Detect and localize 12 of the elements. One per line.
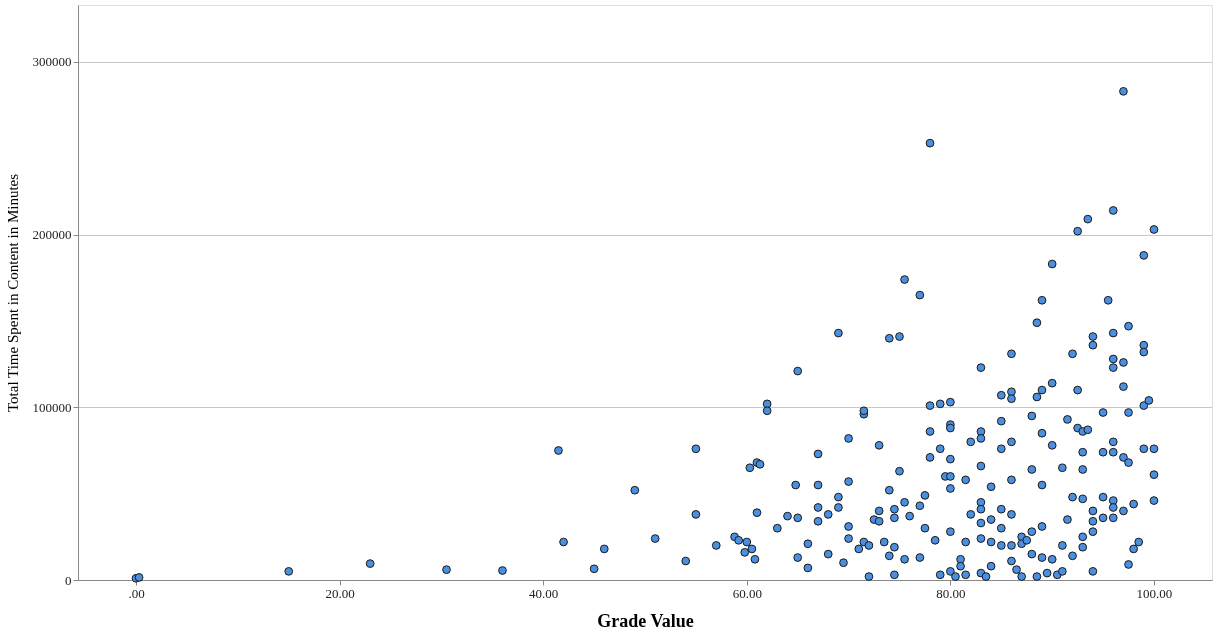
y-tick-label: 300000: [32, 54, 72, 70]
x-tick-label: 60.00: [732, 585, 762, 601]
x-tick-label: 40.00: [529, 585, 559, 601]
x-axis-title: Grade Value: [597, 610, 694, 631]
y-tick-label: 100000: [32, 399, 72, 415]
y-axis-title: Total Time Spent in Content in Minutes: [4, 173, 21, 413]
y-tick-label: 200000: [32, 227, 72, 243]
x-tick-label: 20.00: [325, 585, 355, 601]
x-tick-label: 100.00: [1136, 585, 1173, 601]
x-tick-label: 80.00: [936, 585, 966, 601]
x-tick-label: .00: [128, 585, 145, 601]
y-tick-label: 0: [65, 572, 72, 588]
